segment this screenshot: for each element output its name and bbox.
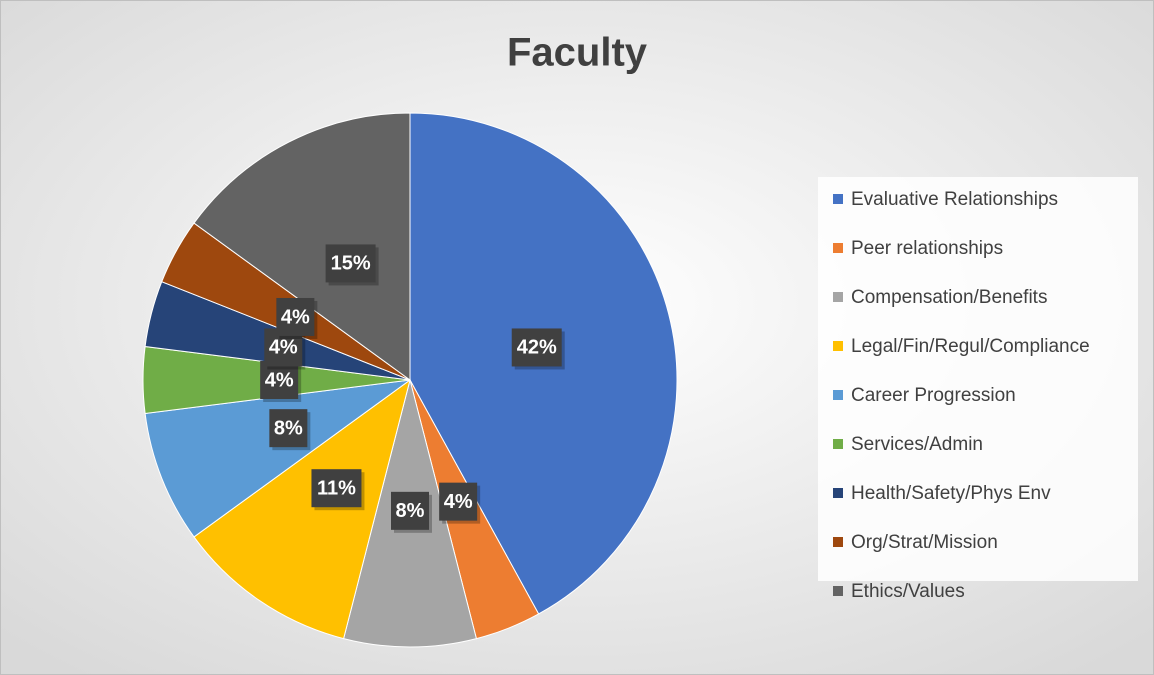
data-label-box: [325, 244, 376, 283]
data-label-box: [260, 361, 299, 399]
legend-swatch: [833, 586, 843, 596]
legend-box: [818, 177, 1138, 581]
legend-label: Evaluative Relationships: [851, 189, 1058, 210]
legend: Evaluative Relationships Peer relationshi…: [818, 177, 1138, 602]
data-label: 42%: [517, 337, 557, 359]
pie-slice: [193, 378, 411, 640]
data-label-box: [391, 491, 429, 530]
data-label-box: [511, 328, 562, 367]
data-label: 8%: [396, 500, 425, 522]
chart-title: Faculty: [507, 31, 648, 75]
data-label-box: [276, 297, 315, 336]
data-label-box: [439, 482, 478, 521]
legend-swatch: [833, 243, 843, 253]
legend-swatch: [833, 194, 843, 204]
data-label: 11%: [317, 477, 356, 499]
pie-slice: [144, 379, 411, 538]
data-label: 4%: [265, 369, 294, 391]
data-label: 4%: [269, 337, 298, 359]
legend-label: Peer relationships: [851, 238, 1003, 259]
legend-label: Org/Strat/Mission: [851, 532, 998, 553]
legend-label: Services/Admin: [851, 434, 983, 455]
legend-label: Ethics/Values: [851, 581, 965, 602]
legend-swatch: [833, 292, 843, 302]
legend-label: Health/Safety/Phys Env: [851, 483, 1051, 504]
legend-swatch: [833, 439, 843, 449]
pie-slice: [193, 112, 411, 381]
legend-label: Career Progression: [851, 385, 1016, 406]
data-label: 15%: [331, 253, 371, 275]
legend-swatch: [833, 341, 843, 351]
data-label-box: [269, 409, 308, 448]
data-label: 4%: [281, 306, 310, 328]
legend-swatch: [833, 537, 843, 547]
data-label-box: [311, 469, 362, 508]
legend-swatch: [833, 488, 843, 498]
legend-label: Compensation/Benefits: [851, 287, 1047, 308]
data-label: 4%: [444, 491, 473, 513]
legend-label: Legal/Fin/Regul/Compliance: [851, 336, 1090, 357]
legend-swatch: [833, 390, 843, 400]
data-label: 8%: [274, 417, 303, 439]
